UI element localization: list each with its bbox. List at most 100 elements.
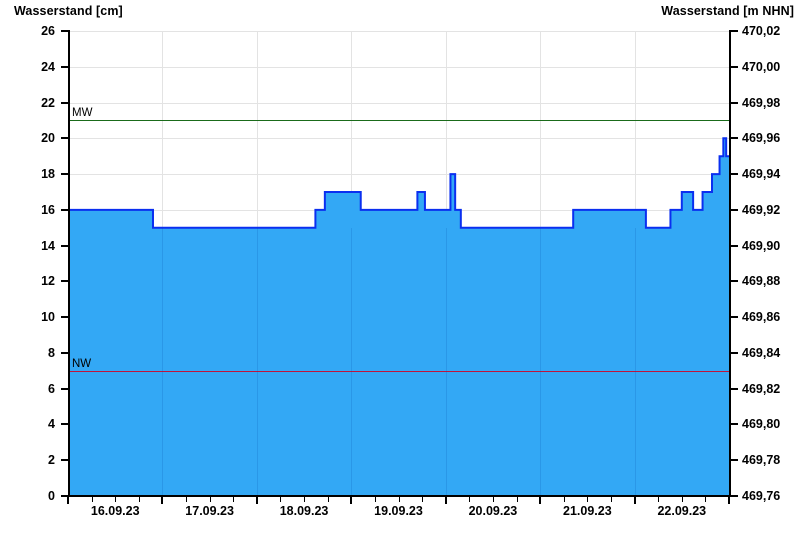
- gridline-horizontal: [68, 174, 729, 175]
- axis-line-right: [729, 30, 731, 497]
- tick-left: [61, 423, 68, 426]
- left-axis-tick-label: 20: [41, 131, 55, 146]
- x-axis-date-label: 20.09.23: [468, 504, 518, 518]
- tick-left: [61, 137, 68, 140]
- tick-right: [731, 495, 738, 497]
- series-stroke-path: [68, 137, 729, 229]
- tick-x-minor: [681, 497, 683, 502]
- right-axis-tick-label: 469,78: [742, 453, 781, 468]
- right-axis-title: Wasserstand [m NHN]: [661, 4, 794, 18]
- gridline-horizontal: [68, 103, 729, 104]
- tick-x-major: [728, 497, 730, 504]
- tick-right: [731, 459, 738, 462]
- tick-x-minor: [658, 497, 660, 502]
- tick-right: [731, 351, 738, 354]
- tick-x-minor: [186, 497, 188, 502]
- tick-right: [731, 101, 738, 104]
- tick-x-major: [67, 497, 69, 504]
- tick-x-minor: [115, 497, 117, 502]
- gridline-vertical-overlay: [162, 227, 163, 496]
- tick-left: [61, 244, 68, 247]
- tick-left: [61, 387, 68, 390]
- reference-line-nw: [68, 371, 729, 372]
- tick-right: [731, 244, 738, 247]
- tick-x-minor: [563, 497, 565, 502]
- x-axis-date-label: 17.09.23: [185, 504, 234, 518]
- gridline-horizontal: [68, 67, 729, 68]
- left-axis-tick-label: 12: [41, 274, 55, 289]
- axis-line-bottom: [68, 495, 731, 497]
- right-axis-tick-label: 469,76: [742, 489, 781, 503]
- gridline-vertical-overlay: [257, 227, 258, 496]
- gridline-horizontal: [68, 31, 729, 32]
- reference-label-mw: MW: [72, 107, 93, 119]
- left-axis-title: Wasserstand [cm]: [14, 4, 123, 18]
- right-axis-tick-label: 469,86: [742, 310, 781, 325]
- tick-x-minor: [398, 497, 400, 502]
- tick-right: [731, 280, 738, 283]
- series-area-chart: [68, 137, 729, 496]
- right-axis-tick-label: 470,00: [742, 59, 781, 74]
- gridline-vertical-overlay: [446, 227, 447, 496]
- tick-x-minor: [469, 497, 471, 502]
- tick-x-minor: [91, 497, 93, 502]
- left-axis-tick-label: 10: [41, 310, 55, 325]
- tick-x-minor: [304, 497, 306, 502]
- right-axis-tick-label: 469,94: [742, 167, 781, 182]
- tick-x-minor: [587, 497, 589, 502]
- right-axis-tick-label: 469,84: [742, 345, 781, 360]
- gridline-vertical-overlay: [635, 227, 636, 496]
- tick-x-minor: [374, 497, 376, 502]
- gridline-vertical-overlay: [351, 227, 352, 496]
- tick-x-minor: [209, 497, 211, 502]
- x-axis-date-label: 16.09.23: [90, 504, 140, 518]
- tick-right: [731, 173, 738, 176]
- x-axis-date-label: 19.09.23: [374, 504, 423, 518]
- tick-left: [61, 30, 68, 32]
- left-axis-tick-label: 8: [48, 345, 55, 360]
- right-axis-tick-label: 469,82: [742, 381, 781, 396]
- left-axis-tick-label: 18: [41, 167, 55, 182]
- tick-right: [731, 208, 738, 211]
- tick-x-minor: [327, 497, 329, 502]
- right-axis-tick-label: 469,90: [742, 238, 781, 253]
- right-axis-tick-label: 469,88: [742, 274, 781, 289]
- tick-left: [61, 101, 68, 104]
- left-axis-tick-label: 6: [48, 381, 55, 396]
- left-axis-tick-label: 16: [41, 202, 55, 217]
- left-axis-tick-label: 2: [48, 453, 55, 468]
- tick-x-minor: [422, 497, 424, 502]
- left-axis-tick-label: 0: [48, 489, 55, 503]
- tick-right: [731, 423, 738, 426]
- tick-x-minor: [492, 497, 494, 502]
- tick-x-minor: [610, 497, 612, 502]
- reference-line-mw: [68, 120, 729, 121]
- left-axis-tick-label: 14: [41, 238, 55, 253]
- plot-area: MW NW: [68, 31, 729, 496]
- tick-left: [61, 316, 68, 319]
- tick-left: [61, 208, 68, 211]
- right-axis-tick-label: 470,02: [742, 24, 781, 38]
- tick-left: [61, 459, 68, 462]
- tick-left: [61, 495, 68, 497]
- tick-right: [731, 316, 738, 319]
- tick-x-major: [444, 497, 447, 504]
- tick-x-minor: [705, 497, 707, 502]
- tick-right: [731, 387, 738, 390]
- tick-left: [61, 65, 68, 68]
- x-axis-date-label: 22.09.23: [657, 504, 707, 518]
- x-axis-date-label: 21.09.23: [563, 504, 612, 518]
- gridline-vertical-overlay: [540, 227, 541, 496]
- tick-right: [731, 30, 738, 32]
- right-axis-tick-label: 469,80: [742, 417, 781, 432]
- tick-x-major: [255, 497, 258, 504]
- series-fill-path: [68, 138, 729, 496]
- right-axis-tick-label: 469,92: [742, 202, 781, 217]
- axis-line-left: [68, 30, 70, 497]
- tick-x-major: [633, 497, 636, 504]
- tick-x-minor: [280, 497, 282, 502]
- reference-label-nw: NW: [72, 358, 92, 370]
- left-axis-tick-label: 24: [41, 59, 55, 74]
- tick-x-major: [161, 497, 164, 504]
